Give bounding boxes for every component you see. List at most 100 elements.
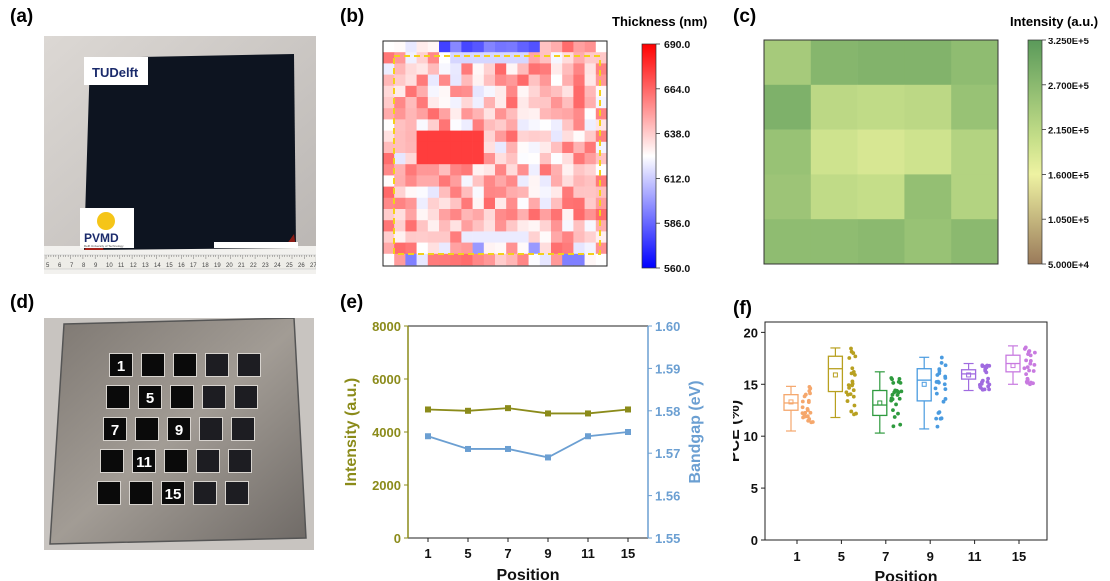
ruler-number: 11: [118, 263, 125, 269]
thickness-cell: [573, 220, 585, 232]
thickness-cell: [506, 52, 518, 64]
thickness-cell: [517, 108, 529, 120]
thickness-cell: [383, 220, 395, 232]
left-tick-label: 8000: [372, 319, 401, 334]
thickness-cell: [495, 41, 507, 53]
thickness-cell: [383, 197, 395, 210]
thickness-cell: [383, 242, 395, 255]
data-point: [1027, 349, 1032, 353]
thickness-cell: [405, 209, 417, 221]
thickness-cell: [483, 85, 496, 98]
thickness-cell: [517, 85, 529, 98]
thickness-cell: [528, 197, 541, 210]
thickness-cell: [595, 74, 608, 87]
data-point: [808, 410, 813, 415]
intensity-cell: [764, 174, 812, 220]
data-point: [939, 361, 944, 365]
thickness-cell: [528, 97, 541, 109]
thickness-map-panel: 690.0 664.0 638.0 612.0 586.0 560.0: [382, 39, 690, 274]
thickness-cell: [595, 220, 608, 232]
thickness-cell: [461, 153, 473, 165]
thickness-cell: [528, 209, 541, 221]
thickness-cell: [506, 74, 518, 87]
data-point: [848, 392, 853, 397]
thickness-cell: [483, 141, 496, 154]
y-axis-label: PCE (%): [733, 400, 743, 462]
thickness-cell: [416, 85, 429, 98]
right-tick-label: 1.58: [655, 404, 680, 419]
thickness-cell: [551, 141, 563, 154]
plot-frame: [764, 321, 1048, 541]
mask-opening: [168, 418, 190, 440]
x-tick-label: 11: [581, 546, 595, 561]
thickness-cell: [383, 209, 395, 221]
data-point: [844, 390, 849, 395]
thickness-cell: [450, 85, 462, 98]
mask-opening: [136, 418, 158, 440]
thickness-cell: [584, 41, 597, 53]
thickness-cell: [584, 85, 597, 98]
thickness-cell: [439, 153, 451, 165]
thickness-cell: [573, 108, 585, 120]
box-mean: [877, 400, 883, 406]
thickness-cell: [461, 41, 473, 53]
ruler-number: 16: [178, 263, 185, 269]
position-number: 5: [146, 390, 154, 407]
thickness-cell: [551, 242, 563, 255]
thickness-cell: [427, 186, 440, 199]
thickness-cell: [584, 253, 597, 266]
thickness-cell: [416, 63, 429, 75]
thickness-cell: [573, 97, 585, 109]
thickness-cell: [416, 209, 429, 221]
thickness-cell: [427, 41, 440, 53]
thickness-cell: [528, 74, 541, 87]
thickness-cell: [584, 108, 597, 120]
intensity-cell: [810, 84, 858, 130]
thickness-cell: [427, 130, 440, 143]
ruler-number: 9: [94, 263, 98, 269]
thickness-cell: [427, 141, 440, 154]
x-tick-label: 1: [424, 546, 431, 561]
left-tick-label: 0: [394, 531, 401, 546]
thickness-cell: [383, 253, 395, 266]
thickness-cell: [472, 209, 485, 221]
thickness-cell: [517, 175, 529, 187]
thickness-cell: [528, 85, 541, 98]
mask-opening: [98, 482, 120, 504]
thickness-cell: [562, 197, 574, 210]
thickness-cell: [439, 220, 451, 232]
thickness-cell: [539, 253, 552, 266]
thickness-cell: [595, 119, 608, 131]
thickness-cell: [528, 41, 541, 53]
thickness-cell: [517, 97, 529, 109]
thickness-cell: [383, 141, 395, 154]
thickness-cell: [483, 164, 496, 176]
thickness-cell: [394, 52, 406, 64]
thickness-cell: [405, 175, 417, 187]
data-point: [802, 394, 807, 399]
data-point: [1028, 358, 1033, 363]
y-tick-label: 0: [751, 533, 758, 548]
data-point: [849, 371, 854, 376]
data-point: [1031, 369, 1036, 373]
thickness-cell: [562, 41, 574, 53]
intensity-colorbar-tick-label: 1.600E+5: [1048, 170, 1090, 181]
thickness-cell: [416, 119, 429, 131]
x-axis-label: Position: [874, 569, 937, 581]
thickness-cell: [562, 141, 574, 154]
thickness-cell: [394, 63, 406, 75]
thickness-cell: [573, 175, 585, 187]
thickness-cell: [584, 209, 597, 221]
thickness-cell: [562, 52, 574, 64]
data-point: [897, 377, 902, 381]
thickness-cell: [539, 209, 552, 221]
thickness-cell: [383, 97, 395, 109]
data-point: [977, 382, 982, 387]
thickness-cell: [562, 85, 574, 98]
thickness-cell: [539, 41, 552, 53]
box: [916, 368, 932, 402]
ruler: 5 6 7 8 9 10 11 12 13 14 15 16 17 18 19 20 21 22 23 24 25 26 2…: [45, 255, 316, 269]
thickness-colorbar-tick-label: 612.0: [664, 173, 690, 185]
thickness-cell: [539, 231, 552, 243]
sun-icon: [97, 212, 115, 230]
